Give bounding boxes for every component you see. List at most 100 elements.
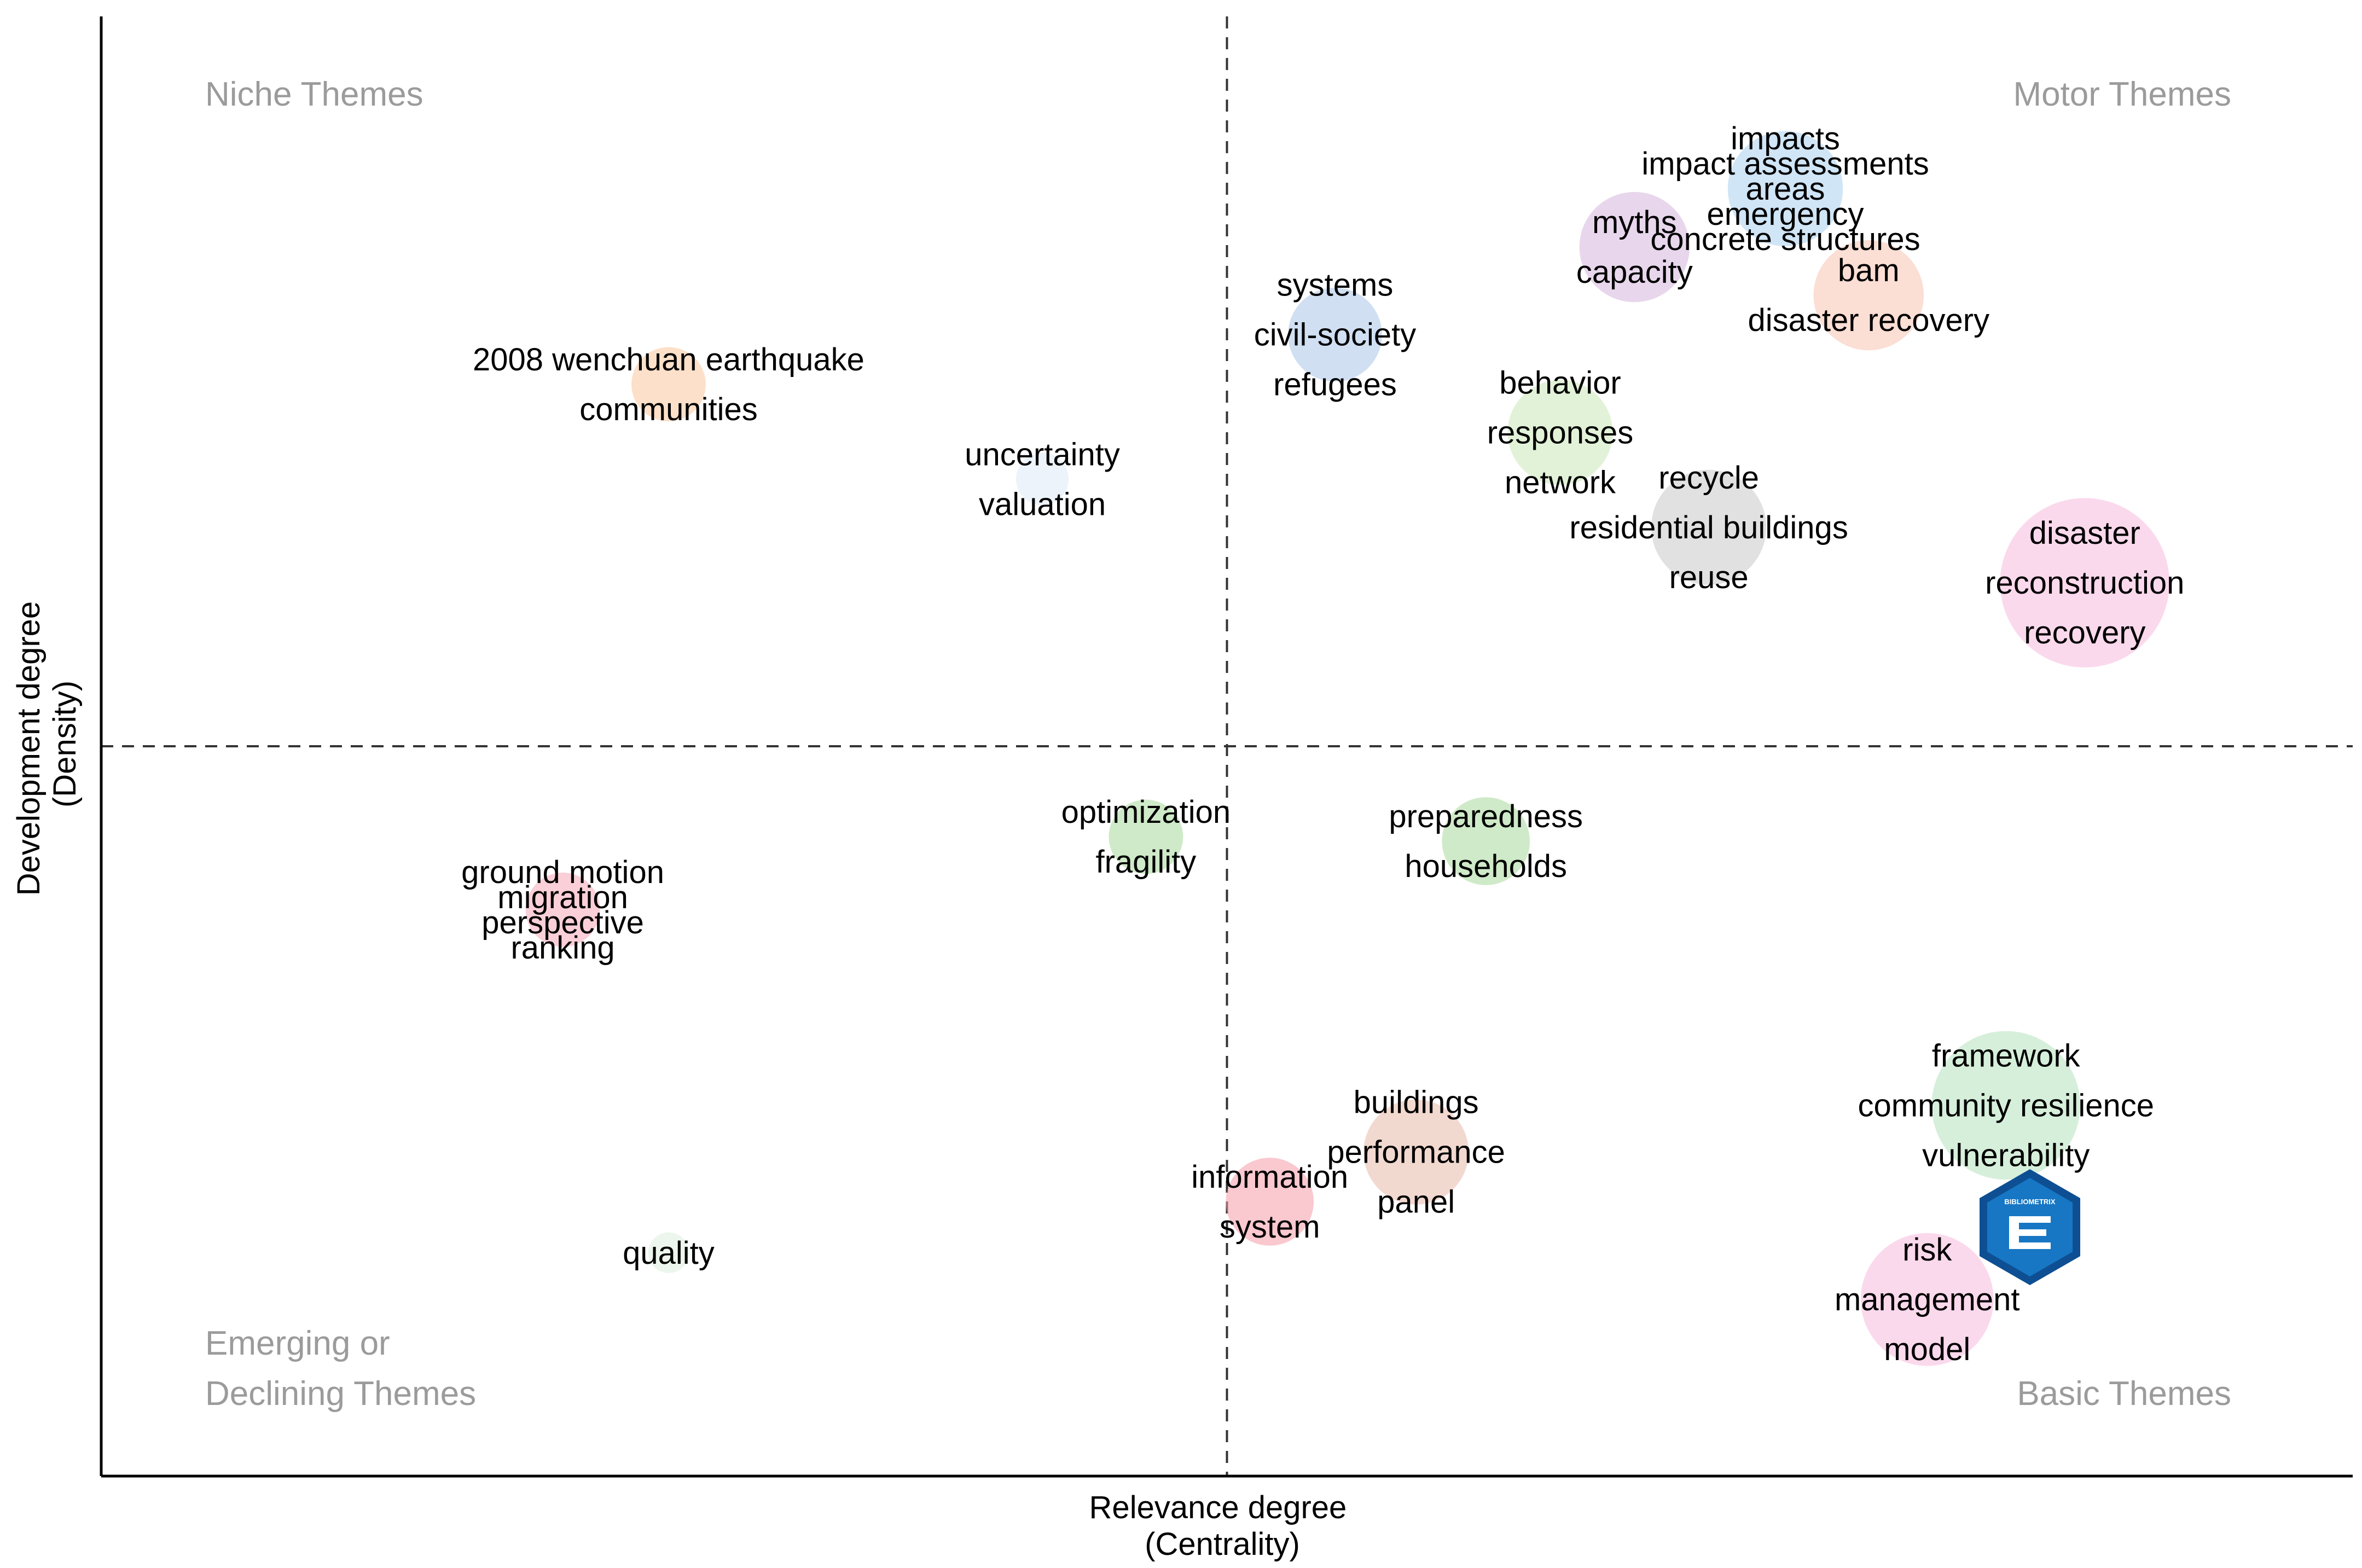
cluster-label: framework — [1932, 1038, 2081, 1073]
cluster-label: migration — [497, 880, 628, 915]
cluster-label: ground motion — [461, 855, 664, 890]
cluster-label: capacity — [1576, 254, 1693, 290]
cluster-label-group: myths capacity — [1576, 205, 1693, 290]
x-axis-title: Relevance degree (Centrality) — [1089, 1490, 1356, 1562]
cluster-label: quality — [623, 1235, 715, 1271]
cluster-label: reuse — [1669, 560, 1749, 595]
cluster-label: performance — [1327, 1135, 1505, 1170]
cluster-bubble — [1363, 1099, 1469, 1205]
cluster-label-group: risk management model — [1835, 1232, 2020, 1367]
cluster-label-group: framework community resilience vulnerabili… — [1858, 1038, 2155, 1173]
y-axis-title-line: (Density) — [47, 681, 83, 808]
cluster-label: model — [1884, 1332, 1970, 1367]
cluster-bubble — [1016, 452, 1069, 506]
cluster-label: disaster — [2029, 515, 2140, 551]
cluster-labels: 2008 wenchuan earthquake communities uncer… — [461, 121, 2184, 1367]
cluster-label-group: 2008 wenchuan earthquake communities — [473, 342, 864, 427]
cluster-label-group: preparedness households — [1389, 799, 1583, 884]
cluster-label: recovery — [2024, 615, 2145, 651]
quadrant-label-line: Emerging or — [205, 1325, 390, 1362]
cluster-label: network — [1505, 464, 1616, 500]
svg-text:Emerging or Declining Th: Emerging or Declining Themes — [205, 1325, 476, 1413]
cluster-label: impact assessments — [1641, 146, 1929, 182]
cluster-label: concrete structures — [1650, 222, 1920, 257]
cluster-label: 2008 wenchuan earthquake — [473, 342, 864, 378]
logo-hexagon-inner — [1987, 1178, 2073, 1276]
cluster-label-group: bam disaster recovery — [1748, 253, 1989, 338]
cluster-label-group: optimization fragility — [1061, 794, 1231, 880]
svg-text:Development degree (Dens: Development degree (Density) — [11, 593, 83, 896]
cluster-label-group: buildings performance panel — [1327, 1085, 1505, 1220]
x-axis-title-line: (Centrality) — [1145, 1526, 1300, 1562]
quadrant-label-line: Niche Themes — [205, 76, 423, 113]
cluster-label: civil-society — [1254, 317, 1417, 353]
cluster-label: valuation — [979, 486, 1106, 522]
cluster-label-group: information system — [1191, 1159, 1348, 1245]
cluster-bubble — [1507, 380, 1613, 485]
cluster-bubble — [2000, 498, 2170, 667]
cluster-label: behavior — [1499, 365, 1621, 400]
svg-text:Niche Themes: Niche Themes — [205, 76, 423, 113]
cluster-label: uncertainty — [965, 437, 1120, 472]
svg-text:Relevance degree (Centra: Relevance degree (Centrality) — [1089, 1490, 1356, 1562]
cluster-label: preparedness — [1389, 799, 1583, 834]
cluster-label: impacts — [1731, 121, 1840, 156]
cluster-bubble — [1288, 287, 1382, 382]
cluster-label: disaster recovery — [1748, 303, 1989, 338]
cluster-label: residential buildings — [1569, 510, 1848, 545]
logo-figure — [2009, 1216, 2051, 1249]
cluster-bubble — [648, 1232, 689, 1273]
bibliometrix-logo: BIBLIOMETRIX — [1980, 1169, 2080, 1285]
cluster-label: communities — [579, 392, 758, 427]
quadrant-label-line: Declining Themes — [205, 1375, 476, 1413]
cluster-bubbles — [525, 131, 2170, 1366]
x-axis-title-line: Relevance degree — [1089, 1490, 1347, 1525]
cluster-label: risk — [1902, 1232, 1952, 1268]
cluster-label-group: systems civil-society refugees — [1254, 268, 1417, 403]
quadrant-label-line: Motor Themes — [2013, 76, 2231, 113]
cluster-bubble — [1651, 469, 1767, 585]
cluster-bubble — [525, 872, 600, 947]
cluster-label-group: behavior responses network — [1487, 365, 1634, 500]
cluster-label: management — [1835, 1282, 2020, 1317]
y-axis-title: Development degree (Density) — [11, 593, 83, 896]
svg-text:Motor Themes: Motor Themes — [2013, 76, 2231, 113]
quadrant-label-bottom-right: Basic Themes — [2017, 1375, 2231, 1413]
logo-text: BIBLIOMETRIX — [2004, 1198, 2055, 1206]
cluster-bubble — [1860, 1233, 1994, 1366]
cluster-label: perspective — [481, 905, 644, 940]
quadrant-label-top-left: Niche Themes — [205, 76, 423, 113]
cluster-label: recycle — [1658, 460, 1759, 496]
cluster-bubble — [1442, 797, 1530, 885]
cluster-label: community resilience — [1858, 1088, 2155, 1123]
quadrant-label-line: Basic Themes — [2017, 1375, 2231, 1413]
cluster-label: systems — [1277, 268, 1394, 303]
cluster-label: areas — [1745, 171, 1825, 207]
cluster-bubble — [1931, 1031, 2081, 1180]
cluster-label: responses — [1487, 415, 1634, 450]
cluster-label: ranking — [510, 930, 614, 966]
quadrant-label-bottom-left: Emerging or Declining Themes — [205, 1325, 476, 1413]
cluster-label: panel — [1377, 1184, 1455, 1220]
cluster-label: reconstruction — [1985, 565, 2184, 601]
cluster-bubble — [1579, 191, 1690, 303]
cluster-label: vulnerability — [1922, 1137, 2090, 1173]
cluster-label-group: recycle residential buildings reuse — [1569, 460, 1848, 595]
cluster-label: optimization — [1061, 794, 1231, 830]
cluster-label: myths — [1592, 205, 1677, 240]
cluster-label: system — [1220, 1209, 1320, 1245]
cluster-label: buildings — [1354, 1085, 1479, 1120]
cluster-bubble — [1727, 131, 1843, 246]
cluster-label: fragility — [1096, 844, 1197, 880]
cluster-label: emergency — [1707, 196, 1864, 232]
cluster-label: refugees — [1273, 367, 1397, 403]
cluster-label-group: disaster reconstruction recovery — [1985, 515, 2184, 651]
cluster-bubble — [1813, 240, 1924, 351]
cluster-label: households — [1405, 849, 1567, 884]
cluster-label: information — [1191, 1159, 1348, 1195]
cluster-label-group: uncertainty valuation — [965, 437, 1120, 522]
quadrant-label-top-right: Motor Themes — [2013, 76, 2231, 113]
cluster-bubble — [1109, 799, 1183, 874]
